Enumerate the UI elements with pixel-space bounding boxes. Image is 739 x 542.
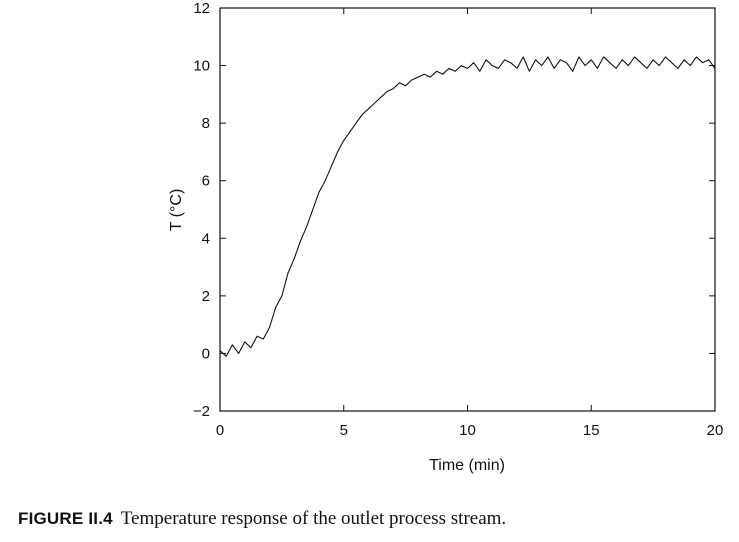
x-tick-label: 15 bbox=[583, 422, 600, 439]
y-tick-label: 10 bbox=[193, 58, 210, 75]
y-tick-label: 6 bbox=[202, 173, 210, 190]
x-tick-label: 20 bbox=[707, 422, 724, 439]
series-line-outlet-temperature bbox=[219, 56, 716, 357]
x-axis-label: Time (min) bbox=[429, 457, 505, 474]
y-axis-label: T (°C) bbox=[168, 189, 185, 232]
y-axis-ticks: −2 0 2 4 6 8 10 12 bbox=[193, 0, 715, 420]
x-tick-label: 0 bbox=[216, 422, 224, 439]
y-tick-label: 8 bbox=[202, 115, 210, 132]
x-tick-label: 5 bbox=[340, 422, 348, 439]
y-tick-label: −2 bbox=[193, 403, 210, 420]
figure-caption-text: Temperature response of the outlet proce… bbox=[120, 508, 507, 529]
figure-caption: FIGURE II.4 Temperature response of the o… bbox=[18, 508, 506, 530]
x-tick-label: 10 bbox=[459, 422, 476, 439]
y-tick-label: 0 bbox=[202, 345, 210, 362]
x-axis-ticks: 0 5 10 15 20 bbox=[216, 8, 724, 439]
line-chart: −2 0 2 4 6 8 10 12 0 5 10 15 20 Time (min) T (°C) bbox=[168, 0, 724, 474]
figure-label: FIGURE II.4 bbox=[18, 509, 113, 528]
y-tick-label: 4 bbox=[202, 230, 210, 247]
y-tick-label: 12 bbox=[193, 0, 210, 17]
y-tick-label: 2 bbox=[202, 288, 210, 305]
